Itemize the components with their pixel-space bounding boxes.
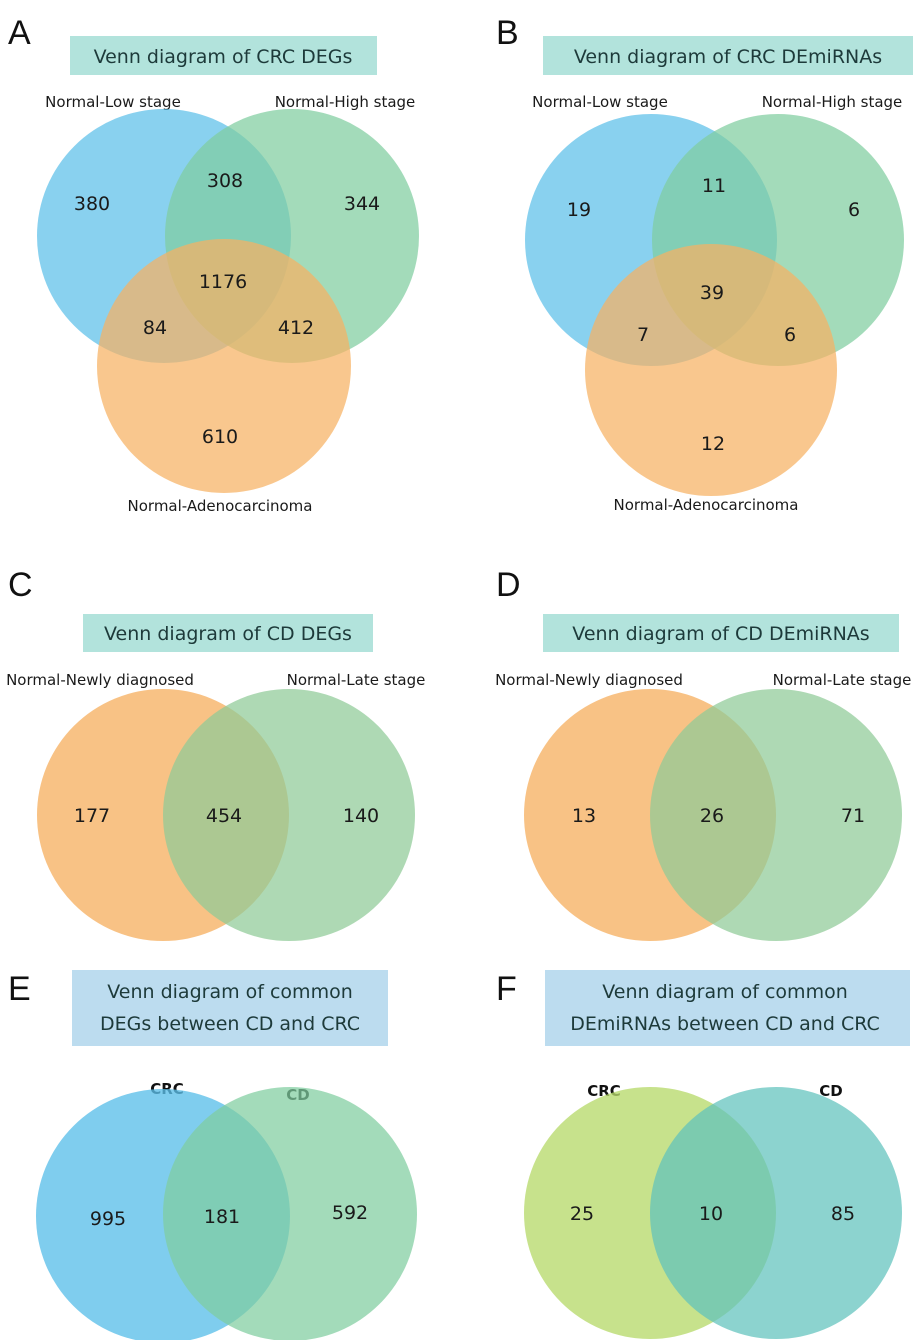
panel-a-letter: A xyxy=(8,14,31,52)
panel-e-count-crc-only: 995 xyxy=(90,1208,126,1230)
panel-c-title: Venn diagram of CD DEGs xyxy=(104,623,352,645)
panel-f-title-box xyxy=(545,970,910,1046)
panel-e-count-overlap: 181 xyxy=(204,1206,240,1228)
panel-a-title: Venn diagram of CRC DEGs xyxy=(94,46,353,68)
panel-b-title-box xyxy=(543,36,913,75)
panel-f-count-overlap: 10 xyxy=(699,1203,723,1225)
panel-c-title-box xyxy=(83,614,373,652)
panel-b-count-all-three: 39 xyxy=(700,282,724,304)
panel-d-count-overlap: 26 xyxy=(700,805,724,827)
panel-b-count-high-adeno: 6 xyxy=(784,324,796,346)
panel-f: F Venn diagram of common DEmiRNAs betwee… xyxy=(496,970,910,1339)
panel-b-letter: B xyxy=(496,14,519,52)
panel-a-count-high-adeno: 412 xyxy=(278,317,314,339)
panel-e-circle-cd xyxy=(163,1087,417,1340)
panel-d-title: Venn diagram of CD DEmiRNAs xyxy=(572,623,869,645)
panel-d: D Venn diagram of CD DEmiRNAs Normal-New… xyxy=(495,566,911,941)
panel-d-set-2-label: Normal-Late stage xyxy=(773,671,912,689)
panel-e: E Venn diagram of common DEGs between CD… xyxy=(8,970,417,1340)
panel-b-count-low-adeno: 7 xyxy=(637,324,649,346)
panel-a-set-3-label: Normal-Adenocarcinoma xyxy=(128,497,313,515)
panel-b-title: Venn diagram of CRC DEmiRNAs xyxy=(574,46,882,68)
panel-f-set-2-label: CD xyxy=(819,1082,842,1100)
panel-f-title-line-2: DEmiRNAs between CD and CRC xyxy=(570,1013,879,1035)
panel-d-count-late-only: 71 xyxy=(841,805,865,827)
panel-c-circle-normal-late-stage xyxy=(163,689,415,941)
panel-b-set-3-label: Normal-Adenocarcinoma xyxy=(614,496,799,514)
panel-c-count-overlap: 454 xyxy=(206,805,242,827)
panel-b-count-low-high: 11 xyxy=(702,175,726,197)
panel-c-set-1-label: Normal-Newly diagnosed xyxy=(6,671,194,689)
panel-c-letter: C xyxy=(8,566,33,604)
panel-a-count-high-only: 344 xyxy=(344,193,380,215)
panel-a-count-low-only: 380 xyxy=(74,193,110,215)
panel-c: C Venn diagram of CD DEGs Normal-Newly d… xyxy=(6,566,425,941)
panel-c-count-newly-only: 177 xyxy=(74,805,110,827)
panel-b-set-2-label: Normal-High stage xyxy=(762,93,903,111)
panel-d-set-1-label: Normal-Newly diagnosed xyxy=(495,671,683,689)
panel-b-set-1-label: Normal-Low stage xyxy=(532,93,668,111)
panel-d-circle-normal-late-stage xyxy=(650,689,902,941)
panel-f-letter: F xyxy=(496,970,517,1008)
panel-c-count-late-only: 140 xyxy=(343,805,379,827)
panel-f-count-cd-only: 85 xyxy=(831,1203,855,1225)
panel-e-title-line-2: DEGs between CD and CRC xyxy=(100,1013,360,1035)
panel-d-title-box xyxy=(543,614,899,652)
panel-b-circle-normal-adenocarcinoma xyxy=(585,244,837,496)
panel-c-set-2-label: Normal-Late stage xyxy=(287,671,426,689)
panel-e-letter: E xyxy=(8,970,31,1008)
panel-a-set-2-label: Normal-High stage xyxy=(275,93,416,111)
panel-e-count-cd-only: 592 xyxy=(332,1202,368,1224)
panel-e-title-box xyxy=(72,970,388,1046)
panel-e-title-line-1: Venn diagram of common xyxy=(107,981,353,1003)
panel-b-count-high-only: 6 xyxy=(848,199,860,221)
panel-a-title-box xyxy=(70,36,377,75)
panel-a-circle-normal-adenocarcinoma xyxy=(97,239,351,493)
panel-d-letter: D xyxy=(496,566,521,604)
panel-b: B Venn diagram of CRC DEmiRNAs Normal-Lo… xyxy=(496,14,913,514)
panel-a: A Venn diagram of CRC DEGs Normal-Low st… xyxy=(8,14,419,515)
panel-a-count-low-high: 308 xyxy=(207,170,243,192)
panel-b-count-adeno-only: 12 xyxy=(701,433,725,455)
panel-b-count-low-only: 19 xyxy=(567,199,591,221)
panel-a-set-1-label: Normal-Low stage xyxy=(45,93,181,111)
panel-f-circle-cd xyxy=(650,1087,902,1339)
panel-a-count-adeno-only: 610 xyxy=(202,426,238,448)
panel-a-count-low-adeno: 84 xyxy=(143,317,167,339)
panel-a-count-all-three: 1176 xyxy=(199,271,247,293)
panel-d-count-newly-only: 13 xyxy=(572,805,596,827)
panel-f-count-crc-only: 25 xyxy=(570,1203,594,1225)
panel-f-title-line-1: Venn diagram of common xyxy=(602,981,848,1003)
